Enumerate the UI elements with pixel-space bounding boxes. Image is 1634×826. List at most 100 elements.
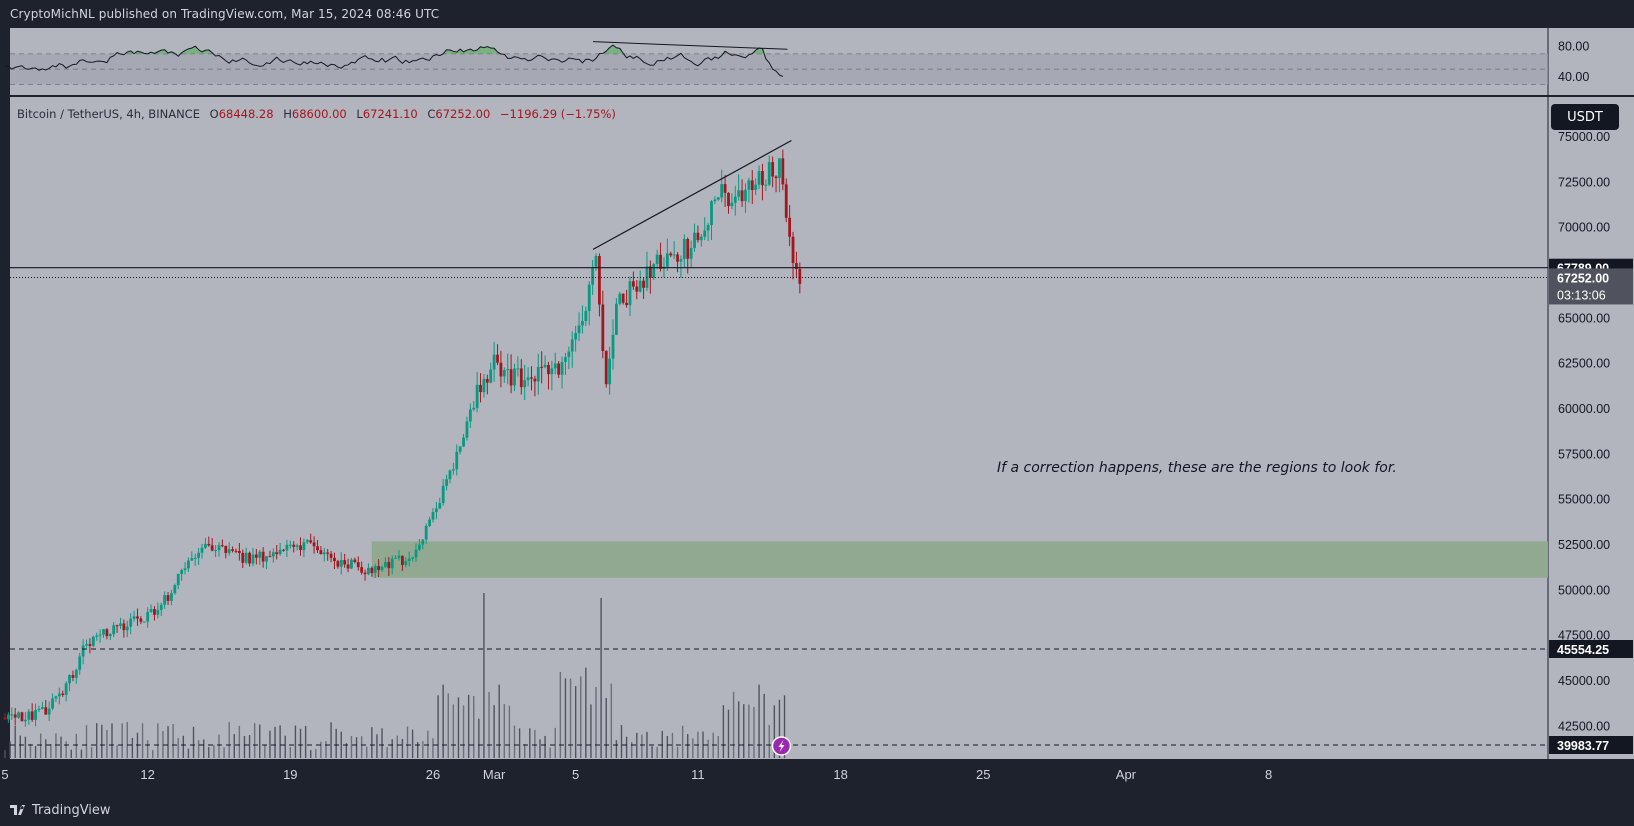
volume-bar (75, 733, 78, 758)
candle-body (407, 558, 411, 561)
candle-body (455, 451, 459, 470)
candle-body (217, 545, 221, 551)
volume-bar (243, 735, 246, 758)
volume-bar (544, 735, 546, 758)
candle-body (672, 254, 676, 256)
time-tick-label: Mar (483, 767, 506, 782)
candle-body (601, 304, 605, 351)
volume-bar (427, 730, 429, 758)
candle-body (74, 669, 78, 678)
volume-bar (310, 749, 312, 758)
volume-bar (625, 736, 628, 758)
volume-bar (197, 740, 200, 758)
volume-bar (666, 735, 669, 758)
volume-bar (732, 691, 735, 758)
currency-button[interactable]: USDT (1551, 104, 1619, 130)
candle-body (434, 508, 438, 513)
volume-bar (50, 743, 52, 758)
volume-bar (498, 684, 500, 758)
volume-bar (630, 741, 633, 758)
candle-body (390, 558, 394, 569)
volume-bar (595, 686, 597, 758)
candle-body (142, 621, 146, 623)
candle-body (519, 368, 523, 388)
chart-annotation[interactable]: If a correction happens, these are the r… (997, 460, 1397, 476)
volume-bar (401, 738, 404, 758)
candle-body (401, 555, 404, 565)
candle-body (244, 552, 248, 563)
volume-bar (187, 748, 190, 758)
candle-body (200, 547, 204, 553)
candle-body (727, 192, 730, 207)
volume-bar (467, 694, 470, 758)
volume-bar (248, 735, 251, 758)
volume-bar (483, 593, 485, 758)
candle-body (44, 707, 48, 715)
candle-body (560, 362, 564, 375)
candle-body (261, 551, 265, 562)
candle-body (611, 334, 615, 359)
candle-body (122, 623, 126, 631)
symbol-legend[interactable]: Bitcoin / TetherUS, 4h, BINANCE O68448.2… (17, 107, 622, 121)
candle-body (85, 644, 88, 646)
candle-body (6, 714, 10, 720)
candle-body (421, 539, 425, 545)
open-value: 68448.28 (218, 107, 274, 121)
footer-brand[interactable]: TradingView (10, 800, 111, 820)
wedge-trendline (592, 140, 792, 250)
tradingview-logo-icon (10, 803, 28, 817)
volume-bar (19, 735, 21, 758)
volume-bar (14, 725, 16, 758)
candle-body (47, 708, 51, 715)
candle-body (543, 364, 547, 368)
candle-body (350, 559, 353, 569)
volume-bar (330, 722, 332, 758)
volume-bar (299, 728, 302, 758)
symbol-name[interactable]: Bitcoin / TetherUS, 4h, BINANCE (17, 107, 200, 121)
volume-bar (590, 704, 592, 758)
candle-body (594, 256, 598, 268)
candle-body (384, 562, 387, 567)
volume-bar (513, 725, 516, 758)
rsi-tick-label: 80.00 (1558, 39, 1589, 53)
volume-bar (518, 728, 521, 758)
volume-bar (585, 667, 587, 758)
candle-body (615, 303, 618, 335)
candle-body (485, 378, 489, 383)
volume-bar (493, 705, 495, 758)
volume-bar (508, 705, 511, 758)
volume-bar (783, 695, 786, 758)
volume-bar (539, 739, 541, 758)
candle-body (248, 552, 251, 564)
candle-body (774, 176, 778, 179)
price-tick-label: 72500.00 (1558, 175, 1610, 189)
volume-bar (177, 738, 179, 758)
volume-bar (447, 693, 449, 758)
candle-body (526, 377, 530, 381)
volume-bar (121, 723, 123, 758)
volume-bar (335, 728, 337, 758)
countdown-label: 03:13:06 (1557, 288, 1606, 302)
candle-body (204, 543, 207, 548)
volume-bar (264, 745, 266, 758)
candle-body (13, 714, 17, 718)
level-label: 45554.25 (1557, 643, 1609, 657)
candle-body (176, 574, 180, 586)
volume-bar (620, 725, 623, 758)
candle-body (523, 380, 527, 388)
volume-bar (9, 741, 11, 758)
volume-bar (564, 678, 567, 758)
volume-bar (96, 723, 98, 758)
published-info[interactable]: CryptoMichNL published on TradingView.co… (10, 7, 440, 21)
candle-body (187, 560, 190, 569)
volume-bar (259, 724, 261, 758)
candle-body (20, 712, 24, 722)
volume-bar (238, 725, 241, 758)
candle-body (445, 479, 448, 486)
time-tick-label: 5 (1, 767, 8, 782)
candle-body (659, 254, 662, 269)
candle-body (95, 635, 99, 637)
candle-body (502, 370, 506, 377)
